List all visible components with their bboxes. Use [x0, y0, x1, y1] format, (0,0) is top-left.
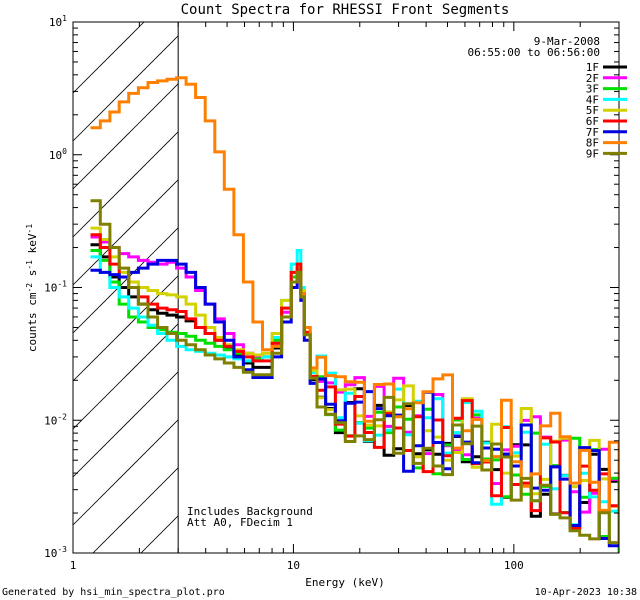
- legend-label: 4F: [586, 93, 599, 106]
- y-label-part-counts: counts cm: [26, 292, 39, 352]
- y-tick-exponent: 1: [62, 14, 67, 23]
- y-tick-exponent: 0: [62, 147, 67, 156]
- legend-label: 7F: [586, 126, 599, 139]
- hatch-line: [73, 83, 179, 190]
- y-tick-exponent: -1: [57, 280, 67, 289]
- y-tick-exponent: -3: [57, 545, 67, 554]
- x-tick-label: 10: [287, 559, 300, 572]
- y-tick-base: 10: [44, 547, 57, 560]
- y-label-exp-kev: -1: [25, 224, 34, 234]
- hatch-line: [73, 22, 145, 94]
- chart-title: Count Spectra for RHESSI Front Segments: [181, 2, 510, 18]
- hatch-line: [73, 323, 179, 430]
- x-axis-label: Energy (keV): [305, 576, 384, 589]
- hatch-line: [73, 371, 179, 478]
- plot-frame: [72, 21, 620, 554]
- y-label-exp-s: -1: [25, 260, 34, 270]
- series-line-7f: [90, 258, 619, 548]
- hatch-line: [73, 131, 179, 238]
- series-line-5f: [90, 226, 619, 508]
- y-tick-base: 10: [44, 282, 57, 295]
- y-tick-label: 10-1: [44, 280, 67, 295]
- y-label-part-s: s: [26, 270, 39, 283]
- y-tick-label: 101: [49, 14, 67, 29]
- legend-label: 6F: [586, 115, 599, 128]
- legend-label: 5F: [586, 104, 599, 117]
- hatch-line: [73, 227, 179, 334]
- legend-label: 9F: [586, 147, 599, 160]
- series-line-9f: [90, 199, 619, 545]
- y-tick-base: 10: [44, 414, 57, 427]
- footer-timestamp: 10-Apr-2023 10:38: [535, 587, 637, 598]
- legend-label: 8F: [586, 137, 599, 150]
- hatched-region: [73, 22, 179, 553]
- hatch-line: [73, 35, 179, 142]
- hatch-line: [92, 467, 179, 553]
- legend-label: 1F: [586, 61, 599, 74]
- x-tick-label: 100: [504, 559, 524, 572]
- x-tick-label: 1: [70, 559, 77, 572]
- hatch-line: [140, 515, 179, 553]
- y-tick-label: 10-2: [44, 412, 67, 427]
- series-lines: [90, 76, 619, 553]
- y-tick-base: 10: [49, 16, 62, 29]
- y-label-exp-cm: -2: [25, 283, 34, 293]
- y-tick-label: 10-3: [44, 545, 67, 560]
- y-tick-label: 100: [49, 147, 67, 162]
- info-time-range: 06:55:00 to 06:56:00: [468, 46, 600, 59]
- annotation-background: Includes Background: [187, 505, 313, 518]
- y-axis-label: counts cm-2 s-1 keV-1: [25, 224, 39, 352]
- hatch-line: [73, 179, 179, 286]
- y-label-part-kev: keV: [26, 233, 39, 260]
- legend-label: 3F: [586, 83, 599, 96]
- annotation-attenuator: Att A0, FDecim 1: [187, 516, 293, 529]
- series-line-8f: [90, 76, 619, 512]
- hatch-line: [73, 419, 179, 526]
- footer-generated-by: Generated by hsi_min_spectra_plot.pro: [2, 587, 225, 598]
- y-tick-base: 10: [49, 149, 62, 162]
- legend-label: 2F: [586, 72, 599, 85]
- series-line-2f: [90, 235, 619, 514]
- y-tick-exponent: -2: [57, 412, 67, 421]
- info-date: 9-Mar-2008: [534, 35, 600, 48]
